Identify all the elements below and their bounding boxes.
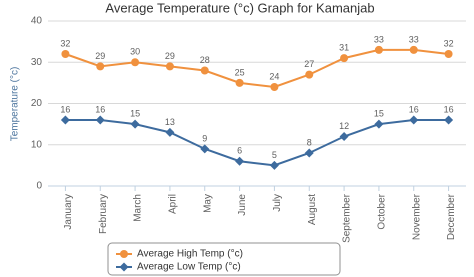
point <box>444 115 454 125</box>
chart-title: Average Temperature (°c) Graph for Kaman… <box>105 0 374 15</box>
point <box>409 115 419 125</box>
legend-label[interactable]: Average Low Temp (°c) <box>137 262 241 273</box>
point <box>235 78 244 87</box>
x-tick-label: November <box>411 193 422 240</box>
data-label: 33 <box>409 34 419 44</box>
x-tick-label: June <box>237 194 248 216</box>
data-label: 16 <box>60 104 70 114</box>
data-label: 31 <box>339 43 349 53</box>
y-tick-label: 30 <box>31 57 43 68</box>
legend-marker <box>120 250 128 258</box>
data-label: 27 <box>304 59 314 69</box>
x-tick-label: January <box>63 194 74 230</box>
point <box>269 160 279 170</box>
x-tick-label: December <box>446 193 457 240</box>
y-tick-label: 10 <box>31 139 43 150</box>
data-label: 16 <box>95 104 105 114</box>
point <box>131 58 140 67</box>
y-axis-label: Temperature (°c) <box>10 67 21 142</box>
data-label: 16 <box>409 104 419 114</box>
data-label: 13 <box>165 117 175 127</box>
series-line <box>65 119 449 167</box>
data-label: 12 <box>339 121 349 131</box>
y-tick-label: 0 <box>36 181 42 192</box>
point <box>304 148 314 158</box>
x-tick-label: July <box>272 194 283 212</box>
point <box>200 66 209 75</box>
data-label: 30 <box>130 47 140 57</box>
data-label: 32 <box>60 38 70 48</box>
data-label: 9 <box>202 133 207 143</box>
x-tick-label: September <box>342 193 353 243</box>
point <box>60 115 70 125</box>
data-label: 5 <box>272 150 277 160</box>
data-label: 24 <box>269 71 279 81</box>
point <box>305 70 314 79</box>
data-label: 16 <box>444 104 454 114</box>
data-label: 33 <box>374 34 384 44</box>
point <box>374 119 384 129</box>
point <box>444 50 453 58</box>
point <box>270 83 279 91</box>
data-label: 15 <box>374 109 384 119</box>
x-tick-label: October <box>377 193 388 229</box>
data-label: 28 <box>200 55 210 65</box>
data-label: 29 <box>165 51 175 61</box>
point <box>95 115 105 125</box>
series-line <box>65 48 449 89</box>
legend-label[interactable]: Average High Temp (°c) <box>137 249 243 260</box>
point <box>130 119 140 129</box>
data-label: 15 <box>130 109 140 119</box>
y-tick-label: 40 <box>31 16 43 27</box>
legend-box <box>107 242 341 276</box>
point <box>165 62 174 71</box>
x-tick-label: April <box>168 194 179 214</box>
point <box>340 54 349 63</box>
point <box>374 45 383 54</box>
x-tick-label: August <box>307 194 318 225</box>
point <box>165 127 175 137</box>
point <box>409 45 418 54</box>
x-tick-label: March <box>133 194 144 222</box>
data-label: 6 <box>237 146 242 156</box>
point <box>61 50 70 58</box>
data-label: 25 <box>235 67 245 77</box>
data-label: 29 <box>95 51 105 61</box>
x-tick-label: February <box>98 194 109 234</box>
data-label: 32 <box>444 38 454 48</box>
point <box>96 62 105 71</box>
x-tick-label: May <box>202 194 213 213</box>
y-tick-label: 20 <box>31 98 43 109</box>
data-label: 8 <box>307 137 312 147</box>
point <box>339 132 349 141</box>
point <box>235 156 245 166</box>
point <box>200 144 210 154</box>
legend-marker <box>119 262 129 272</box>
